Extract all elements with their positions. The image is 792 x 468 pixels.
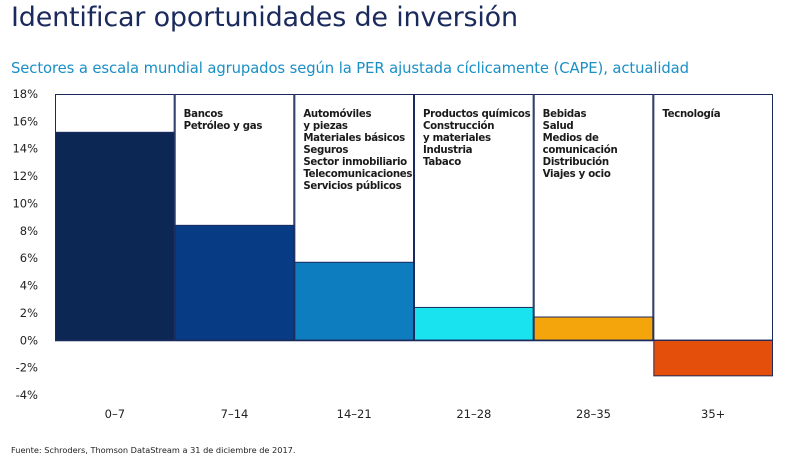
sector-label: Telecomunicaciones: [303, 169, 412, 180]
y-tick-label: 16%: [12, 114, 38, 128]
sector-label: Tabaco: [423, 157, 461, 168]
x-tick-label: 21–28: [456, 407, 491, 421]
sector-label: Productos químicos: [423, 108, 531, 120]
y-tick-label: -4%: [16, 388, 38, 402]
y-tick-label: 4%: [20, 279, 38, 293]
sector-label: Servicios públicos: [303, 180, 401, 192]
sector-label: Distribución: [543, 156, 609, 168]
sector-label: comunicación: [543, 144, 618, 156]
chart-subtitle: Sectores a escala mundial agrupados segú…: [11, 60, 689, 77]
y-tick-label: 18%: [12, 87, 38, 101]
y-tick-label: 10%: [12, 196, 38, 210]
y-tick-label: 14%: [12, 142, 38, 156]
sector-label: Materiales básicos: [303, 132, 405, 144]
sector-label: Petróleo y gas: [184, 120, 263, 132]
x-tick-label: 14–21: [337, 407, 372, 421]
sector-label: Industria: [423, 145, 473, 156]
bar: [414, 306, 534, 341]
sector-label: Bancos: [184, 109, 223, 120]
y-tick-label: 6%: [20, 251, 38, 265]
sector-label: Seguros: [303, 145, 348, 156]
sector-label: Tecnología: [662, 108, 720, 120]
category-box: [653, 94, 773, 342]
y-tick-label: 12%: [12, 169, 38, 183]
sector-label: Medios de: [543, 133, 599, 144]
sector-label: y materiales: [423, 133, 491, 144]
bar: [533, 316, 654, 341]
bar: [174, 224, 295, 341]
x-tick-label: 7–14: [221, 407, 249, 421]
y-tick-label: 0%: [20, 333, 38, 347]
sector-label: Bebidas: [543, 109, 587, 120]
x-tick-label: 28–35: [576, 407, 611, 421]
bar: [55, 131, 175, 341]
chart-title: Identificar oportunidades de inversión: [11, 2, 518, 33]
y-tick-label: 8%: [20, 224, 38, 238]
x-tick-label: 0–7: [105, 407, 125, 421]
x-tick-label: 35+: [701, 407, 725, 421]
sector-label: Construcción: [423, 120, 494, 132]
sector-label: Automóviles: [303, 108, 371, 120]
y-tick-label: 2%: [20, 306, 38, 320]
sector-label: y piezas: [303, 121, 348, 132]
sector-label: Viajes y ocio: [543, 169, 611, 180]
bar: [653, 339, 773, 377]
source-note: Fuente: Schroders, Thomson DataStream a …: [11, 445, 296, 455]
sector-label: Salud: [543, 121, 574, 132]
y-tick-label: -2%: [16, 361, 38, 375]
sector-label: Sector inmobiliario: [303, 157, 407, 168]
bar: [294, 261, 415, 341]
